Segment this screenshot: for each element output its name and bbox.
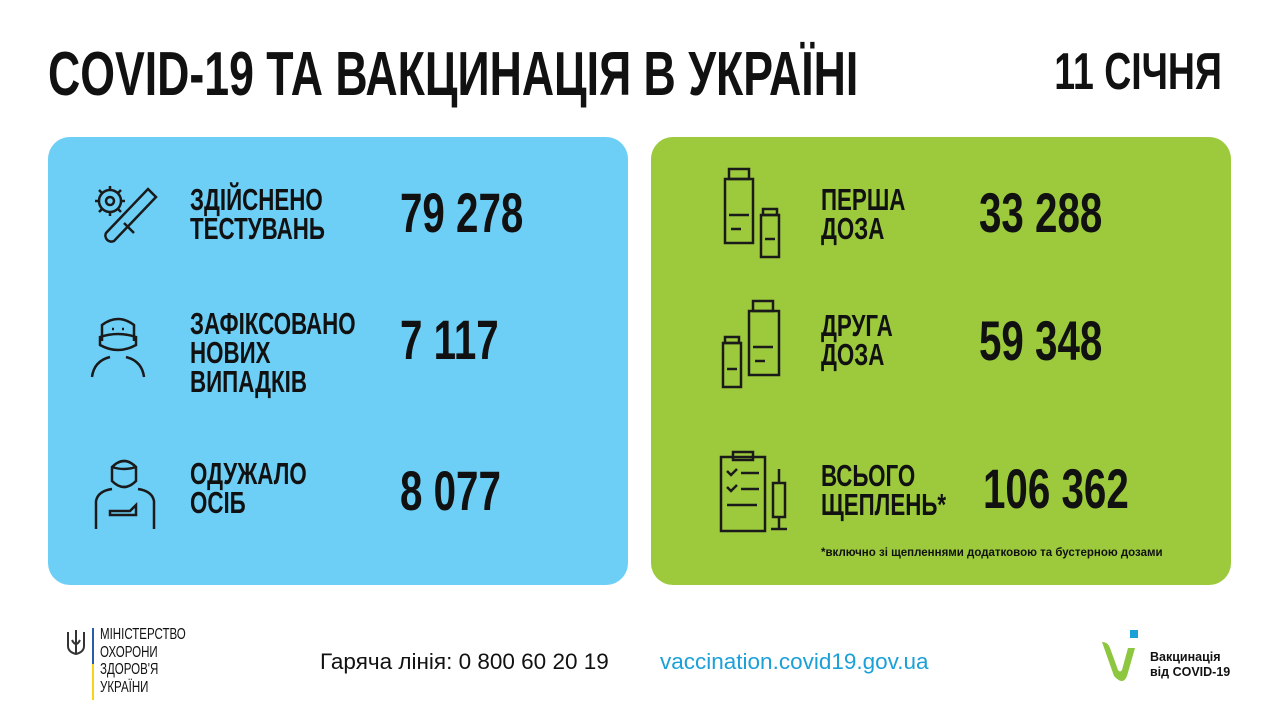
flag-divider: [92, 628, 94, 700]
recovered-label: ОДУЖАЛО ОСІБ: [190, 456, 307, 520]
masked-person-icon: [90, 317, 146, 378]
website-link[interactable]: vaccination.covid19.gov.ua: [660, 649, 929, 674]
test-tube-virus-icon: [95, 186, 158, 243]
trident-icon: [67, 630, 85, 656]
vaccination-stats-panel: ПЕРША ДОЗА 33 288 ДРУГА ДОЗА 59 348 ВСЬО…: [651, 137, 1231, 585]
vaccine-vials-icon: [721, 299, 781, 389]
first-dose-value: 33 288: [979, 181, 1103, 244]
first-dose-label: ПЕРША ДОЗА: [821, 182, 906, 246]
page-title: COVID-19 ТА ВАКЦИНАЦІЯ В УКРАЇНІ: [48, 40, 859, 109]
second-dose-value: 59 348: [979, 309, 1103, 372]
clipboard-syringe-icon: [719, 450, 787, 533]
report-date: 11 СІЧНЯ: [1054, 43, 1222, 101]
tests-value: 79 278: [400, 181, 524, 244]
recovered-person-icon: [94, 459, 156, 529]
hotline: Гаряча лінія: 0 800 60 20 19: [320, 649, 609, 674]
total-vaccinations-value: 106 362: [983, 457, 1129, 520]
v-logo-icon: [1102, 630, 1138, 681]
covid-stats-panel: ЗДІЙСНЕНО ТЕСТУВАНЬ 79 278 ЗАФІКСОВАНО Н…: [48, 137, 628, 585]
total-vaccinations-label: ВСЬОГО ЩЕПЛЕНЬ*: [821, 458, 947, 522]
recovered-value: 8 077: [400, 459, 501, 522]
tests-label: ЗДІЙСНЕНО ТЕСТУВАНЬ: [190, 182, 325, 246]
second-dose-label: ДРУГА ДОЗА: [821, 308, 893, 372]
footnote: *включно зі щепленнями додатковою та бус…: [821, 547, 1163, 559]
vaccine-vials-icon: [723, 167, 781, 259]
new-cases-label: ЗАФІКСОВАНО НОВИХ ВИПАДКІВ: [190, 306, 356, 399]
new-cases-value: 7 117: [400, 308, 499, 371]
